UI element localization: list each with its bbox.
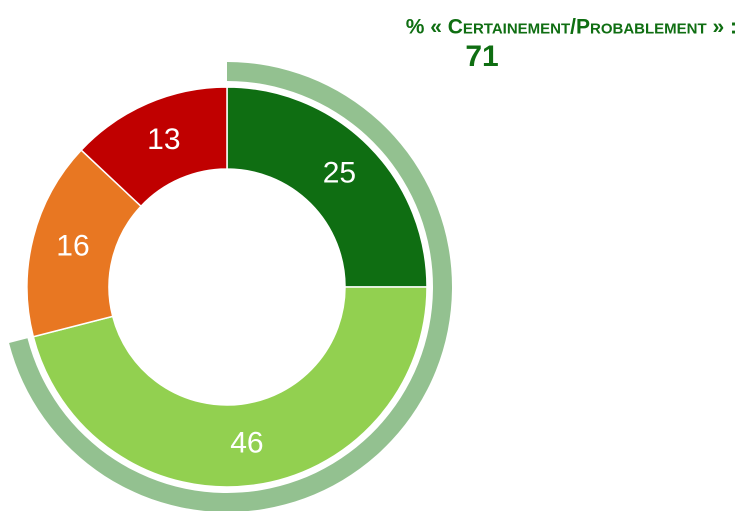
annotation-text: % « Certainement/Probablement » :	[406, 16, 737, 39]
slice	[226, 86, 428, 288]
slice	[32, 286, 428, 488]
data-label: 13	[147, 123, 180, 156]
annotation-value: 71	[465, 40, 498, 73]
slice	[80, 86, 228, 208]
data-label: 25	[323, 156, 356, 189]
data-label: 16	[56, 229, 89, 262]
data-label: 46	[230, 427, 263, 460]
